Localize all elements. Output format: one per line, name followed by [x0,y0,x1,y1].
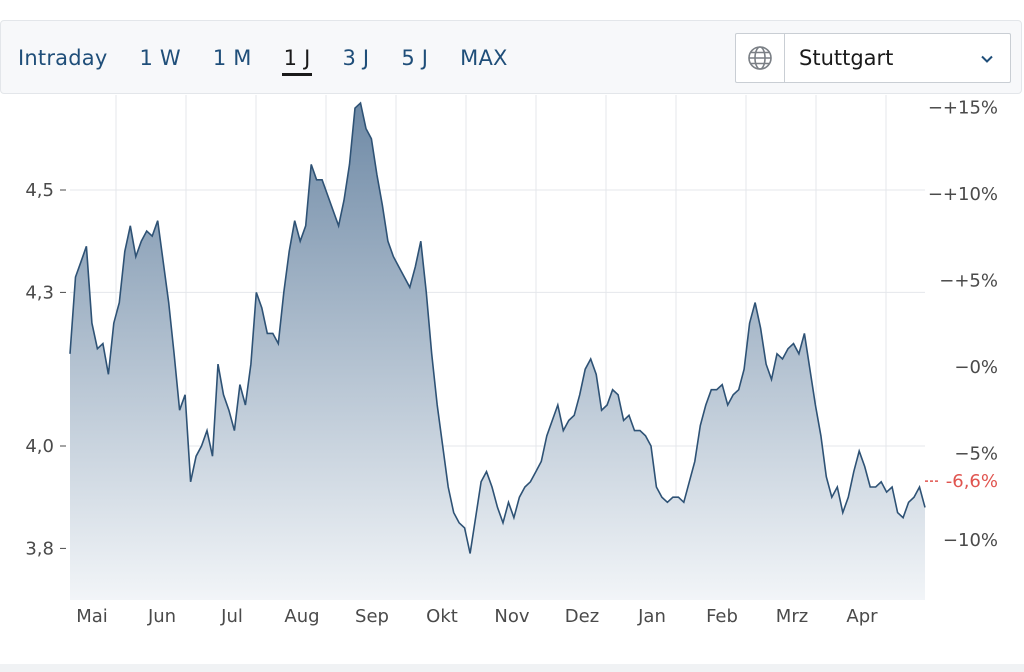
price-axis: 3,84,04,34,54,8 [25,180,66,559]
x-tick-label: Mai [76,606,108,627]
x-tick-label: Apr [846,606,878,627]
tab-5j[interactable]: 5 J [401,46,429,70]
price-line [69,101,926,554]
y2-tick-label: −5% [954,444,998,465]
y2-tick-label: −10% [943,530,998,551]
x-tick-label: Jul [220,606,243,627]
chevron-down-icon [980,51,994,70]
y2-tick-label: −0% [954,357,998,378]
x-tick-label: Sep [355,606,389,627]
exchange-selected-label: Stuttgart [799,46,894,70]
x-tick-label: Feb [706,606,738,627]
y-tick-label: 4,0 [25,436,54,457]
globe-icon [736,34,785,82]
footer-divider [0,664,1024,672]
tab-1m[interactable]: 1 M [212,46,252,70]
current-change-label: -6,6% [946,471,998,492]
x-tick-label: Aug [284,606,319,627]
y-tick-label: 4,5 [25,180,54,201]
x-tick-label: Nov [494,606,529,627]
price-chart: 3,84,04,34,54,8 −10%−5%−0%−+5%−+10%−+15%… [25,95,998,627]
x-tick-label: Jun [147,606,176,627]
y2-tick-label: −+15% [928,98,998,119]
percent-axis: −10% −5% −0% −+5% −+10% −+15% -6,6% [925,98,998,551]
timeframe-tabs: Intraday 1 W 1 M 1 J 3 J 5 J MAX [18,21,540,95]
tab-1w[interactable]: 1 W [139,46,181,70]
y2-tick-label: −+10% [928,184,998,205]
x-tick-label: Okt [426,606,458,627]
tab-intraday[interactable]: Intraday [18,46,108,70]
y-tick-label: 4,3 [25,282,54,303]
x-tick-label: Dez [565,606,599,627]
x-tick-label: Jan [637,606,666,627]
y-tick-label: 3,8 [25,538,54,559]
tab-3j[interactable]: 3 J [342,46,370,70]
x-tick-label: Mrz [776,606,808,627]
tab-max[interactable]: MAX [460,46,508,70]
price-area [70,103,925,600]
exchange-select[interactable]: Stuttgart [735,33,1011,83]
month-axis: Mai Jun Jul Aug Sep Okt Nov Dez Jan Feb Mrz Apr [76,606,878,627]
chart-toolbar: Intraday 1 W 1 M 1 J 3 J 5 J MAX Stuttga… [0,20,1022,94]
y2-tick-label: −+5% [939,271,998,292]
tab-1j[interactable]: 1 J [281,21,313,95]
